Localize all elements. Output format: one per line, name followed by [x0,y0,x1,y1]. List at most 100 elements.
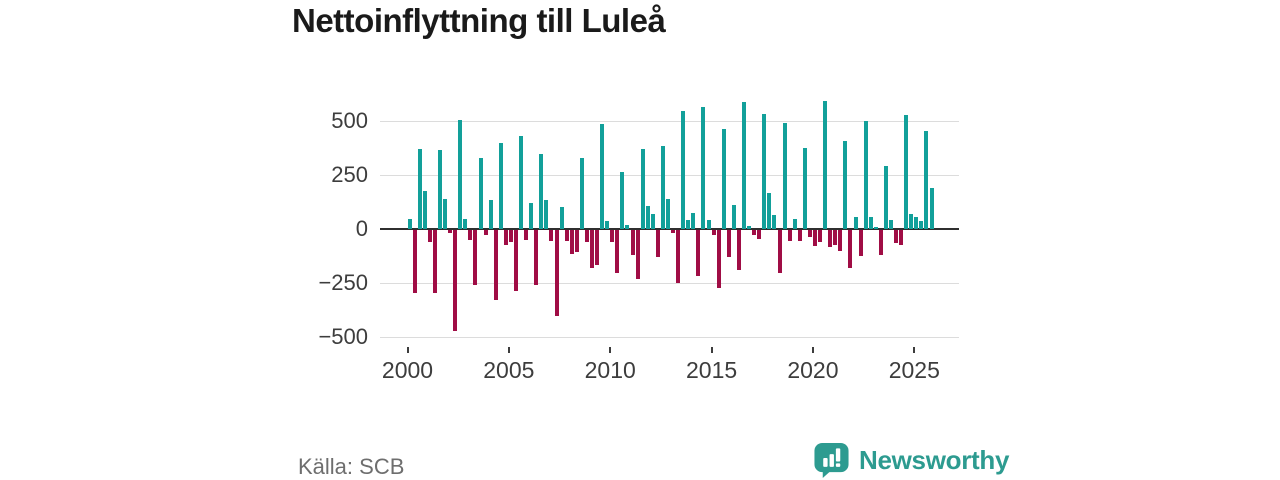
bar-2010-Q2 [615,230,620,274]
bar-2012-Q4 [666,198,670,229]
bar-2014-Q4 [706,220,711,229]
bar-2014-Q3 [701,107,706,229]
bar-2004-Q4 [503,230,508,246]
bar-2016-Q1 [731,205,736,229]
bar-2019-Q4 [807,230,812,237]
bar-2023-Q2 [878,230,883,255]
y-axis-tick-label: 500 [331,108,368,134]
y-axis-tick-label: −500 [318,323,368,349]
bar-2021-Q1 [833,230,838,246]
bar-2024-Q4 [909,213,914,229]
bar-2024-Q1 [894,230,898,243]
bar-2011-Q2 [635,230,640,279]
bar-2020-Q3 [823,100,828,229]
gridline [380,121,959,123]
bar-2012-Q1 [650,213,655,229]
bar-2004-Q1 [488,199,493,229]
bar-2025-Q3 [924,130,929,229]
bar-2005-Q2 [513,230,518,292]
bar-2015-Q4 [726,230,731,257]
bar-2009-Q4 [605,221,610,229]
bar-2018-Q2 [777,230,782,274]
bar-2007-Q4 [564,230,569,241]
bar-2017-Q4 [767,193,772,230]
newsworthy-logo: Newsworthy [813,441,1009,479]
bar-2000-Q3 [417,149,422,230]
bar-2008-Q4 [584,230,589,242]
bar-2005-Q1 [508,230,513,242]
bar-2001-Q4 [443,198,447,229]
y-axis-tick-label: 0 [355,216,368,241]
bar-2016-Q3 [742,101,746,229]
gridline [380,282,959,284]
bar-2011-Q1 [630,230,635,255]
x-axis-tick-mark [811,347,814,353]
bar-2025-Q4 [929,188,934,230]
bar-2016-Q4 [747,225,752,229]
bar-2025-Q2 [919,221,924,229]
bar-2003-Q3 [478,157,483,229]
bar-2010-Q1 [610,230,615,242]
x-axis-tick-label: 2025 [888,357,940,383]
bar-2014-Q2 [696,230,701,277]
bar-2020-Q1 [812,230,817,247]
bar-2023-Q4 [889,220,893,229]
bar-2024-Q3 [904,114,909,230]
gridline [380,336,959,338]
bar-2008-Q2 [574,230,579,252]
bar-2023-Q3 [883,166,888,229]
bar-2008-Q3 [579,157,584,229]
chart-title: Nettoinflyttning till Luleå [292,2,666,39]
bar-2003-Q2 [473,230,478,285]
bar-2015-Q2 [716,230,721,289]
y-axis-tick-label: −250 [318,269,368,295]
bar-2006-Q1 [529,203,534,230]
bar-2022-Q2 [858,230,863,256]
bar-2021-Q2 [838,230,843,251]
bar-2005-Q3 [519,136,523,229]
x-axis-tick-mark [710,347,713,353]
bar-2015-Q1 [711,230,716,236]
bar-2014-Q1 [691,212,696,230]
bar-2025-Q1 [914,217,919,230]
bar-2022-Q4 [868,217,873,230]
gridline [380,175,959,177]
bar-2005-Q4 [524,230,529,240]
bar-2013-Q4 [686,220,691,229]
bar-2001-Q3 [437,150,442,229]
bar-2001-Q1 [427,230,432,242]
bar-2018-Q3 [782,123,787,229]
bar-2006-Q3 [539,153,544,230]
bar-2020-Q2 [818,230,822,242]
x-axis-tick-mark [507,347,510,353]
bar-chart-speech-bubble-icon [814,442,849,479]
bar-2007-Q1 [549,230,554,241]
x-axis-tick-mark [913,347,916,353]
bar-2013-Q3 [681,111,686,229]
bar-2002-Q3 [458,120,463,229]
bar-2009-Q3 [600,124,605,230]
bar-2000-Q2 [412,230,417,293]
bar-2008-Q1 [569,230,574,254]
bar-2023-Q1 [873,226,878,230]
bar-2015-Q3 [721,128,726,230]
bar-2010-Q3 [620,171,625,229]
x-axis-tick-label: 2010 [584,357,636,383]
x-axis-tick-label: 2015 [685,357,738,383]
bar-2003-Q4 [483,230,488,236]
bar-2009-Q2 [595,230,599,265]
bar-2006-Q2 [534,230,539,285]
bar-2017-Q3 [762,113,767,229]
bar-2012-Q2 [655,230,660,257]
bar-2019-Q3 [802,148,807,230]
bar-2011-Q3 [640,149,645,230]
bar-2024-Q2 [899,230,904,246]
y-axis-tick-label: 250 [331,162,368,188]
x-axis-tick-label: 2000 [381,357,434,383]
bar-2011-Q4 [645,206,650,229]
x-axis-tick-label: 2005 [483,357,535,383]
bar-2017-Q2 [757,230,762,239]
bar-2016-Q2 [736,230,741,270]
